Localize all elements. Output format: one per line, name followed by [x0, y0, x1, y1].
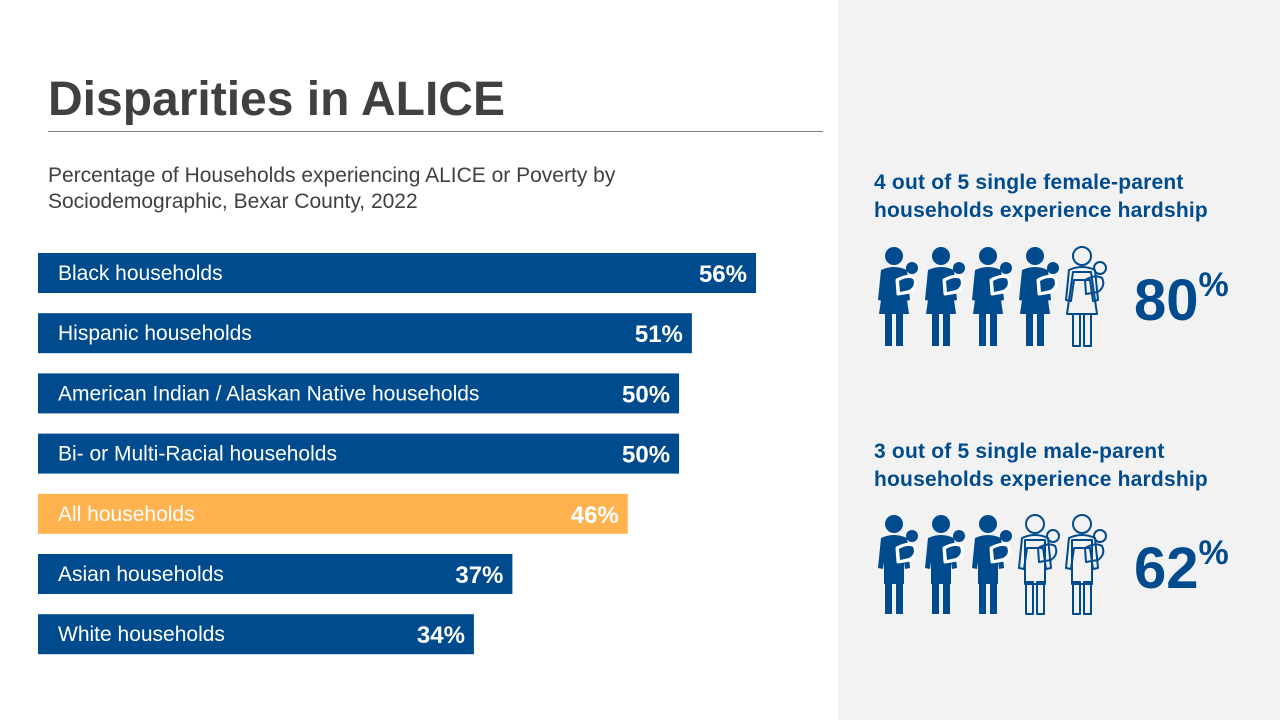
female-parent-percent-value: 80: [1134, 268, 1199, 333]
filled-female-parent-icon: [1019, 247, 1059, 346]
bar-group: Bi- or Multi-Racial households 50%: [38, 433, 680, 474]
outline-male-parent-icon: [1065, 514, 1107, 615]
filled-male-parent-icon: [972, 515, 1012, 614]
bar-category-label: White households: [58, 623, 225, 646]
male-parent-percent: 62%: [1134, 536, 1229, 598]
bar-value-label: 50%: [622, 442, 670, 469]
female-parent-stat-heading: 4 out of 5 single female-parent househol…: [874, 169, 1264, 225]
bar-value-label: 50%: [622, 381, 670, 408]
bar: [38, 493, 628, 534]
bar-group: American Indian / Alaskan Native househo…: [38, 373, 680, 414]
filled-female-parent-icon: [972, 247, 1012, 346]
male-parent-stat-line-1: 3 out of 5 single male-parent: [874, 440, 1165, 463]
bar-group: Black households 56%: [38, 253, 756, 293]
bar-category-label: All households: [58, 503, 195, 526]
bar-value-label: 37%: [455, 562, 503, 589]
subtitle-line-2: Sociodemographic, Bexar County, 2022: [48, 190, 418, 213]
filled-male-parent-icon: [878, 515, 918, 614]
outline-female-parent-icon: [1065, 246, 1107, 347]
page-title: Disparities in ALICE: [48, 73, 505, 126]
bar-group: White households 34%: [38, 614, 474, 655]
male-parent-stat-heading: 3 out of 5 single male-parent households…: [874, 438, 1264, 494]
filled-female-parent-icon: [925, 247, 965, 346]
bar-group: Asian households 37%: [38, 554, 513, 594]
female-parent-stat-line-2: households experience hardship: [874, 199, 1208, 222]
male-parent-percent-unit: %: [1198, 534, 1229, 572]
female-parent-icon-row: [878, 246, 1107, 347]
male-parent-percent-value: 62: [1134, 536, 1199, 601]
bar-value-label: 56%: [699, 261, 747, 288]
bar-chart: Black households 56% Hispanic households 51…: [38, 253, 756, 655]
bar-value-label: 46%: [571, 502, 619, 529]
right-panel: [838, 0, 1280, 720]
bar-category-label: Hispanic households: [58, 322, 252, 345]
bar: [38, 313, 692, 354]
bar-category-label: Black households: [58, 262, 223, 285]
female-parent-percent-unit: %: [1198, 266, 1229, 304]
filled-female-parent-icon: [878, 247, 918, 346]
filled-male-parent-icon: [925, 515, 965, 614]
bar-category-label: American Indian / Alaskan Native househo…: [58, 382, 479, 405]
outline-male-parent-icon: [1018, 514, 1060, 615]
bar: [38, 373, 680, 414]
bar-group: Hispanic households 51%: [38, 313, 692, 354]
subtitle-line-1: Percentage of Households experiencing AL…: [48, 164, 616, 187]
bar-category-label: Asian households: [58, 563, 224, 586]
male-parent-icon-row: [878, 514, 1107, 615]
bar: [38, 433, 680, 474]
female-parent-stat-line-1: 4 out of 5 single female-parent: [874, 171, 1184, 194]
bar-group: All households 46%: [38, 493, 628, 534]
title-divider: [48, 131, 823, 132]
bar-category-label: Bi- or Multi-Racial households: [58, 443, 337, 466]
male-parent-stat-line-2: households experience hardship: [874, 468, 1208, 491]
bar-value-label: 51%: [635, 321, 683, 348]
bar: [38, 253, 756, 293]
chart-subtitle: Percentage of Households experiencing AL…: [48, 163, 748, 215]
female-parent-percent: 80%: [1134, 268, 1229, 330]
bar-value-label: 34%: [417, 622, 465, 649]
bar: [38, 554, 513, 594]
bar: [38, 614, 474, 655]
